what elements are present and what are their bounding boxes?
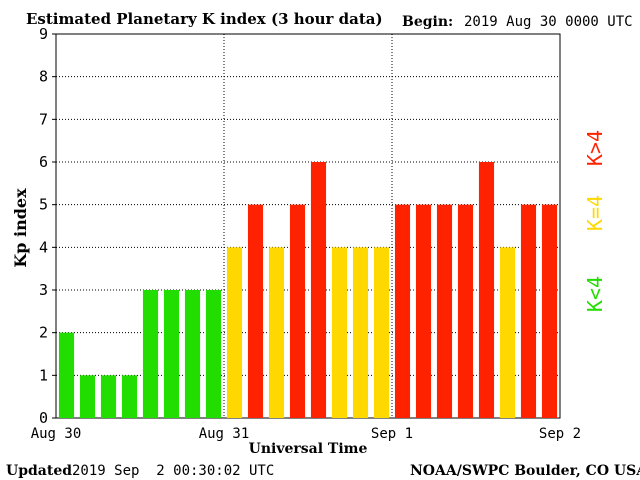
kp-bar [457,204,474,418]
y-tick-label: 0 [39,409,48,427]
y-tick-label: 6 [39,153,48,171]
y-tick-label: 9 [39,25,48,43]
kp-bar [310,162,327,418]
kp-bar [436,204,453,418]
kp-bar [499,247,516,418]
kp-bar [331,247,348,418]
bars-layer [58,162,558,418]
y-axis: 0 1 2 3 4 5 6 7 8 9 [39,25,56,427]
kp-bar [415,204,432,418]
kp-bar [79,375,96,418]
y-tick-label: 4 [39,238,48,256]
x-tick-label: Sep 2 [539,426,581,442]
kp-bar [352,247,369,418]
x-axis: Aug 30 Aug 31 Sep 1 Sep 2 [31,426,581,442]
grid-lines [56,34,560,418]
kp-bar [100,375,117,418]
y-tick-label: 3 [39,281,48,299]
x-tick-label: Aug 30 [31,426,82,442]
y-tick-label: 8 [39,68,48,86]
y-tick-label: 7 [39,110,48,128]
kp-bar [478,162,495,418]
x-axis-label: Universal Time [249,441,368,457]
legend-k-low: K<4 [583,276,607,312]
legend-k-equal: K=4 [583,195,607,231]
x-tick-label: Aug 31 [199,426,250,442]
kp-bar [373,247,390,418]
kp-bar [226,247,243,418]
updated-value: 2019 Sep 2 00:30:02 UTC [72,463,274,479]
kp-bar [121,375,138,418]
kp-bar [205,290,222,418]
y-tick-label: 1 [39,366,48,384]
kp-bar [394,204,411,418]
kp-bar [142,290,159,418]
x-tick-label: Sep 1 [371,426,413,442]
kp-bar [58,332,75,418]
y-axis-label: Kp index [11,188,30,268]
plot-frame [55,33,561,419]
kp-bar [268,247,285,418]
updated-label: Updated [6,463,72,479]
legend-k-high: K>4 [583,130,607,166]
y-tick-label: 5 [39,196,48,214]
kp-bar [541,204,558,418]
y-tick-label: 2 [39,324,48,342]
kp-bar [163,290,180,418]
kp-bar [247,204,264,418]
kp-bar [289,204,306,418]
begin-label: Begin: [402,14,453,30]
kp-bar [520,204,537,418]
begin-value: 2019 Aug 30 0000 UTC [464,14,633,30]
chart-title: Estimated Planetary K index (3 hour data… [26,10,383,28]
data-source: NOAA/SWPC Boulder, CO USA [410,463,640,479]
kp-bar [184,290,201,418]
